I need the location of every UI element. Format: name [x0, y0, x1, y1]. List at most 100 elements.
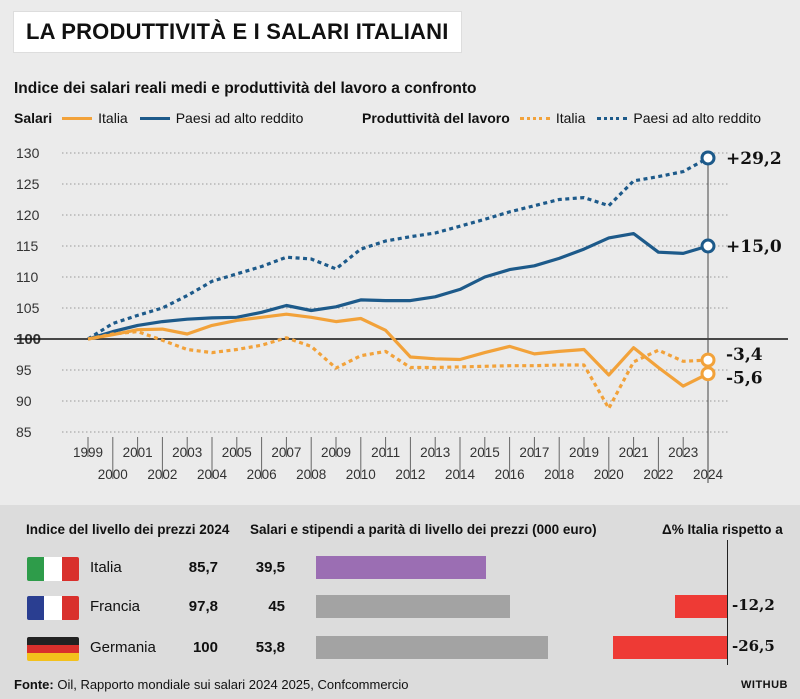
country-name: Italia [90, 559, 122, 576]
x-tick-label: 2002 [147, 467, 177, 482]
x-tick-label: 2008 [296, 467, 326, 482]
series-line-0 [87, 232, 709, 341]
end-marker [700, 150, 716, 166]
x-tick-label: 2001 [123, 445, 153, 460]
flag-stripe [61, 557, 79, 581]
legend-text-prod-italia: Italia [555, 110, 586, 126]
series-line-2 [87, 156, 709, 341]
legend-salari: Salari Italia Paesi ad alto reddito [14, 110, 315, 126]
flag-icon [27, 557, 79, 581]
salary-value: 53,8 [255, 639, 285, 656]
x-tick-label: 2020 [594, 467, 624, 482]
salary-bar [316, 556, 487, 579]
y-tick-label: 105 [16, 300, 40, 316]
delta-bar [674, 595, 727, 618]
country-name: Francia [90, 598, 141, 615]
x-tick-label: 2022 [643, 467, 673, 482]
x-tick-label: 2023 [668, 445, 698, 460]
salary-value: 45 [268, 598, 285, 615]
flag-stripe [44, 596, 62, 620]
chart-subtitle: Indice dei salari reali medi e produttiv… [14, 80, 477, 97]
country-name: Germania [90, 639, 156, 656]
x-tick-label: 2013 [420, 445, 450, 460]
table-header-price-index: Indice del livello dei prezzi 2024 [26, 522, 230, 537]
x-tick-label: 2011 [371, 445, 400, 460]
delta-value: -26,5 [732, 637, 775, 655]
table-row: Germania 100 53,8 -26,5 [0, 633, 800, 663]
y-tick-label: 110 [16, 269, 39, 285]
legend-swatch-prod-alto [597, 116, 628, 120]
y-tick-label: 90 [16, 393, 32, 409]
x-tick-label: 2018 [544, 467, 574, 482]
end-value-label: -5,6 [726, 369, 763, 389]
legend-produttivita: Produttività del lavoro Italia Paesi ad … [362, 110, 773, 126]
x-tick-label: 2004 [197, 467, 228, 482]
table-header-salaries: Salari e stipendi a parità di livello de… [250, 522, 597, 537]
price-index-value: 85,7 [188, 559, 218, 576]
legend-swatch-salari-alto [139, 116, 170, 120]
y-tick-label: 95 [16, 362, 32, 378]
table-row: Francia 97,8 45 -12,2 [0, 592, 800, 622]
source-text: Oil, Rapporto mondiale sui salari 2024 2… [53, 677, 409, 692]
salary-bar [316, 636, 548, 659]
x-tick-label: 2000 [98, 467, 128, 482]
flag-stripe [61, 596, 79, 620]
legend-item-salari-italia: Italia [62, 110, 128, 126]
end-marker [700, 352, 716, 368]
y-tick-label: 85 [16, 424, 32, 440]
legend-text-salari-alto: Paesi ad alto reddito [175, 110, 304, 126]
x-tick-label: 2007 [271, 445, 301, 460]
title-box: LA PRODUTTIVITÀ E I SALARI ITALIANI [14, 12, 461, 52]
legend-item-prod-italia: Italia [519, 110, 586, 126]
delta-value: -12,2 [732, 596, 775, 614]
x-tick-label: 1999 [73, 445, 103, 460]
x-tick-label: 2015 [470, 445, 500, 460]
x-tick-label: 2010 [346, 467, 376, 482]
x-tick-label: 2009 [321, 445, 351, 460]
x-tick-label: 2021 [619, 445, 649, 460]
end-marker [700, 366, 716, 382]
legend-salari-label: Salari [14, 110, 53, 126]
flag-stripe [27, 596, 45, 620]
y-tick-label: 115 [16, 238, 39, 254]
price-index-value: 100 [192, 639, 218, 656]
legend-swatch-prod-italia [519, 116, 550, 120]
flag-stripe [27, 645, 79, 653]
y-tick-label: 120 [16, 207, 40, 223]
end-value-label: +29,2 [726, 149, 782, 169]
delta-axis-line [727, 540, 728, 665]
x-tick-label: 2014 [445, 467, 476, 482]
brand-logo: WITHUB [741, 679, 788, 691]
legend-item-prod-alto: Paesi ad alto reddito [597, 110, 761, 126]
x-tick-label: 2005 [222, 445, 252, 460]
legend-text-salari-italia: Italia [98, 110, 128, 126]
table-header-delta: Δ% Italia rispetto a [662, 522, 783, 537]
legend-text-prod-alto: Paesi ad alto reddito [633, 110, 762, 126]
flag-icon [27, 596, 79, 620]
x-tick-label: 2016 [495, 467, 525, 482]
page-title: LA PRODUTTIVITÀ E I SALARI ITALIANI [26, 19, 449, 44]
source-label: Fonte: [14, 677, 54, 692]
x-tick-label: 2003 [172, 445, 202, 460]
legend-item-salari-alto: Paesi ad alto reddito [139, 110, 304, 126]
series-line-1 [87, 312, 709, 388]
x-tick-label: 2017 [519, 445, 549, 460]
y-tick-label: 125 [16, 176, 40, 192]
series-line-3 [87, 330, 709, 410]
flag-stripe [27, 653, 79, 661]
x-tick-label: 2019 [569, 445, 599, 460]
y-tick-label: 130 [16, 145, 40, 161]
salary-value: 39,5 [255, 559, 285, 576]
end-value-label: +15,0 [726, 237, 782, 257]
source-note: Fonte: Oil, Rapporto mondiale sui salari… [14, 677, 409, 692]
flag-stripe [44, 557, 62, 581]
flag-stripe [27, 637, 79, 645]
legend-swatch-salari-italia [62, 116, 93, 120]
flag-stripe [27, 557, 45, 581]
end-marker [700, 238, 716, 254]
end-value-label: -3,4 [726, 345, 763, 365]
delta-bar [613, 636, 727, 659]
x-tick-label: 2012 [395, 467, 425, 482]
flag-icon [27, 637, 79, 661]
